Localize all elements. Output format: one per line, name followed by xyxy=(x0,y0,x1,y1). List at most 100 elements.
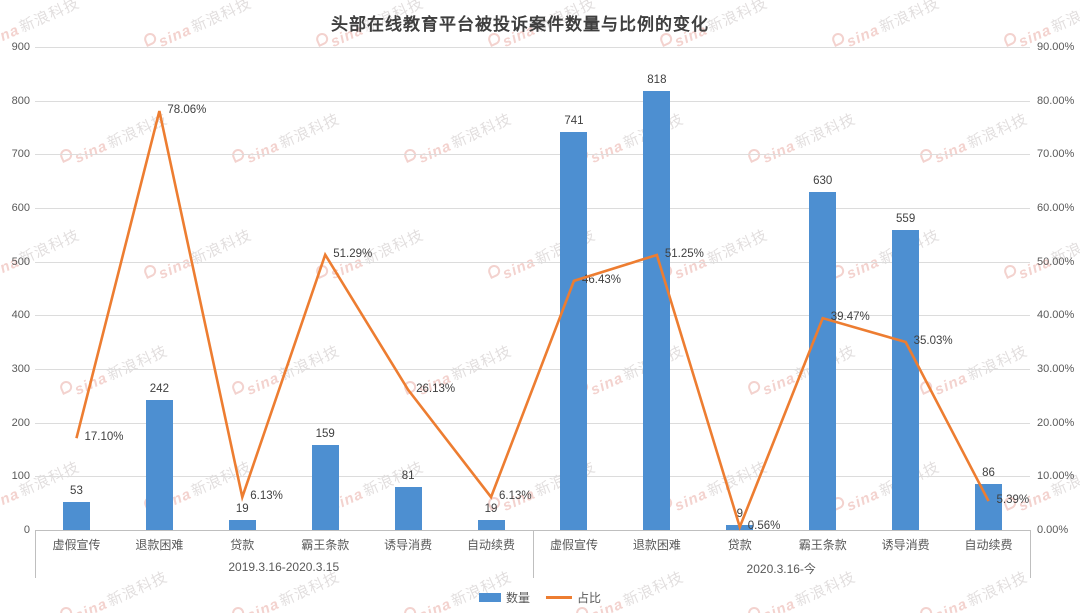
y-axis-left-tick: 0 xyxy=(23,524,30,536)
category-label: 诱导消费 xyxy=(881,538,930,552)
sina-tech-watermark: sina新浪科技 xyxy=(918,106,1031,173)
sina-eye-logo-icon xyxy=(574,605,591,613)
sina-eye-logo-icon xyxy=(402,605,419,613)
bar-value-label: 630 xyxy=(813,174,833,187)
bar-value-label: 86 xyxy=(982,466,995,479)
y-axis-right-tick: 60.00% xyxy=(1037,202,1075,214)
chart-title: 头部在线教育平台被投诉案件数量与比例的变化 xyxy=(331,15,709,34)
gridline xyxy=(35,315,1030,317)
bar-series-swatch-icon xyxy=(478,593,501,602)
sina-tech-watermark: sina新浪科技 xyxy=(58,106,171,173)
sina-eye-logo-icon xyxy=(230,379,247,395)
y-axis-left-tick: 800 xyxy=(11,94,30,107)
line-series-swatch-icon xyxy=(546,596,572,599)
bar-自动续费 xyxy=(477,519,505,530)
sina-eye-logo-icon xyxy=(918,379,935,395)
sina-tech-watermark: sina新浪科技 xyxy=(918,338,1031,405)
line-point-label: 0.56% xyxy=(747,519,781,532)
bar-value-label: 9 xyxy=(736,508,743,521)
category-label: 虚假宣传 xyxy=(52,538,101,552)
sina-tech-watermark: sina新浪科技 xyxy=(142,222,255,289)
bar-霸王条款 xyxy=(809,191,837,530)
bar-诱导消费 xyxy=(892,230,920,530)
y-axis-left-tick: 100 xyxy=(11,470,30,483)
y-axis-right-tick: 20.00% xyxy=(1037,416,1075,429)
sina-tech-watermark: sina新浪科技 xyxy=(746,106,859,173)
y-axis-left-tick: 600 xyxy=(11,202,30,214)
sina-tech-watermark: sina新浪科技 xyxy=(230,106,343,173)
bar-value-label: 818 xyxy=(647,74,667,86)
category-label: 自动续费 xyxy=(964,538,1013,552)
gridline xyxy=(35,261,1030,263)
sina-eye-logo-icon xyxy=(142,263,159,279)
sina-tech-watermark: sina新浪科技 xyxy=(830,454,943,521)
legend-label-count: 数量 xyxy=(505,591,530,605)
sina-eye-logo-icon xyxy=(314,263,331,279)
y-axis-left-tick: 300 xyxy=(11,363,30,375)
sina-tech-watermark: sina新浪科技 xyxy=(402,106,515,173)
axis-group-divider xyxy=(1030,530,1031,578)
sina-tech-watermark: sina新浪科技 xyxy=(1002,454,1080,521)
category-label: 贷款 xyxy=(727,538,752,552)
axis-group-label: 2019.3.16-2020.3.15 xyxy=(228,560,340,574)
y-axis-left-tick: 700 xyxy=(11,148,30,161)
bar-value-label: 159 xyxy=(315,427,335,440)
gridline xyxy=(35,154,1030,156)
sina-eye-logo-icon xyxy=(58,379,75,395)
axis-group-label: 2020.3.16-今 xyxy=(746,562,816,576)
y-axis-left-tick: 500 xyxy=(11,255,30,268)
line-point-label: 6.13% xyxy=(250,490,283,503)
sina-eye-logo-icon xyxy=(746,605,763,613)
line-point-label: 46.43% xyxy=(581,273,621,286)
bar-value-label: 741 xyxy=(564,115,584,128)
line-point-label: 6.13% xyxy=(499,490,532,503)
line-point-label: 39.47% xyxy=(830,311,870,324)
gridline xyxy=(35,476,1030,478)
bar-value-label: 53 xyxy=(70,484,83,497)
bar-value-label: 559 xyxy=(896,213,916,225)
y-axis-left-tick: 200 xyxy=(11,416,30,429)
sina-eye-logo-icon xyxy=(486,263,503,279)
line-point-label: 51.25% xyxy=(664,247,704,260)
line-point-label: 26.13% xyxy=(416,382,456,395)
sina-tech-watermark: sina新浪科技 xyxy=(402,338,515,405)
bar-自动续费 xyxy=(975,483,1003,530)
bar-value-label: 81 xyxy=(401,469,415,482)
y-axis-right-tick: 30.00% xyxy=(1037,363,1075,375)
category-label: 自动续费 xyxy=(467,538,516,552)
y-axis-right-tick: 90.00% xyxy=(1037,41,1075,53)
legend-label-percent: 占比 xyxy=(577,591,602,605)
category-label: 诱导消费 xyxy=(384,538,433,552)
sina-tech-watermark: sina新浪科技 xyxy=(830,222,943,289)
gridline xyxy=(35,100,1030,102)
gridline xyxy=(35,208,1030,209)
gridline xyxy=(35,369,1030,370)
bar-退款困难 xyxy=(643,91,671,530)
y-axis-right-tick: 0.00% xyxy=(1037,524,1069,536)
line-point-label: 35.03% xyxy=(913,335,953,347)
bar-贷款 xyxy=(228,519,256,530)
category-label: 贷款 xyxy=(230,538,255,552)
y-axis-right-tick: 10.00% xyxy=(1037,470,1075,483)
sina-tech-watermark: sina新浪科技 xyxy=(230,338,343,405)
y-axis-right-tick: 40.00% xyxy=(1037,309,1075,322)
bar-value-label: 242 xyxy=(149,383,169,396)
sina-eye-logo-icon xyxy=(230,605,247,613)
axis-group-divider xyxy=(35,530,36,578)
y-axis-right-tick: 50.00% xyxy=(1037,255,1075,268)
category-label: 虚假宣传 xyxy=(549,538,598,552)
gridline xyxy=(35,47,1030,48)
gridline xyxy=(35,422,1030,424)
bar-诱导消费 xyxy=(394,486,422,530)
y-axis-left-tick: 400 xyxy=(11,309,30,322)
bar-退款困难 xyxy=(145,400,173,530)
category-label: 退款困难 xyxy=(632,538,681,552)
sina-eye-logo-icon xyxy=(918,605,935,613)
sina-eye-logo-icon xyxy=(746,379,763,395)
bar-虚假宣传 xyxy=(560,132,588,530)
line-point-label: 17.10% xyxy=(84,431,124,444)
sina-eye-logo-icon xyxy=(58,605,75,613)
sina-eye-logo-icon xyxy=(1002,263,1019,279)
y-axis-right-tick: 80.00% xyxy=(1037,94,1075,107)
